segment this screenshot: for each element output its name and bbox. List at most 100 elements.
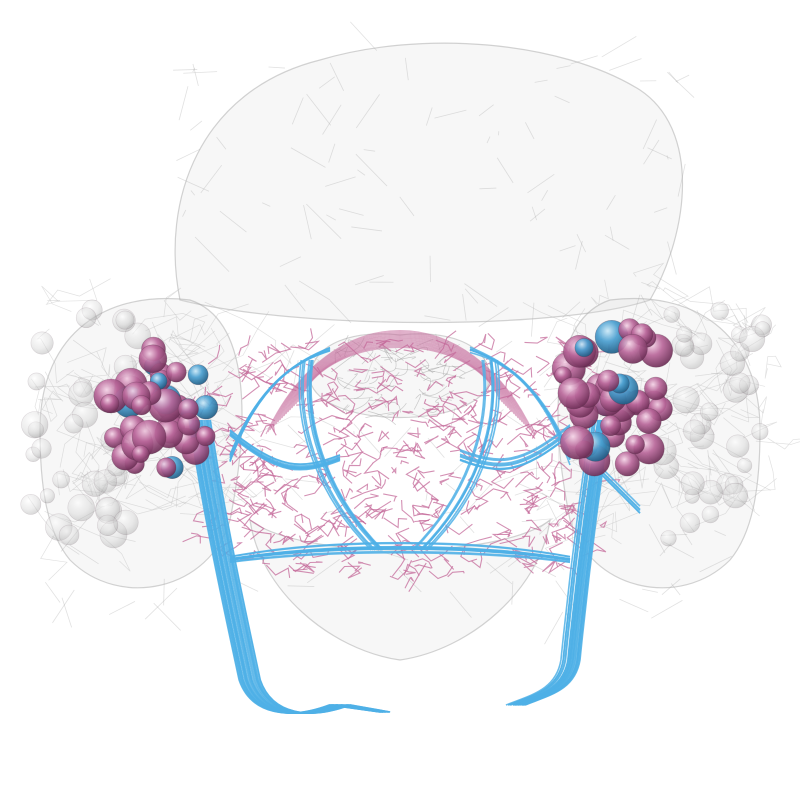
magenta-neurite — [225, 510, 253, 523]
magenta-neurite — [305, 525, 335, 538]
mesh-edge — [322, 104, 342, 135]
mesh-edge — [290, 147, 326, 168]
magenta-neurite — [396, 440, 413, 452]
magenta-neurite — [256, 465, 283, 478]
magenta-neurite — [357, 561, 371, 566]
background-neuron-branch — [670, 372, 723, 417]
background-soma — [660, 530, 677, 547]
mesh-edge — [363, 149, 376, 152]
mesh-edge — [44, 581, 61, 603]
mesh-edge — [351, 226, 383, 232]
background-soma — [30, 331, 54, 355]
magenta-neurite — [430, 408, 443, 418]
background-neuron-branch — [158, 447, 219, 475]
magenta-neurite — [380, 365, 402, 385]
background-neuron-branch — [632, 262, 689, 302]
magenta-neurite — [305, 524, 326, 538]
mesh-edge — [318, 76, 335, 89]
mesh-edge — [653, 207, 668, 213]
magenta-neurite — [192, 507, 210, 524]
magenta-soma — [600, 415, 622, 437]
magenta-neurite — [428, 565, 454, 580]
magenta-neurite — [353, 493, 379, 510]
mesh-edge — [192, 67, 196, 73]
mesh-edge — [177, 176, 210, 192]
magenta-neurite — [408, 562, 427, 592]
mesh-edge — [268, 66, 285, 69]
magenta-neurite — [391, 548, 405, 577]
magenta-neurite — [323, 367, 338, 381]
background-neuron-branch — [119, 457, 255, 511]
magenta-neurite — [245, 419, 268, 428]
magenta-neurite — [542, 534, 550, 545]
mesh-edge — [651, 600, 683, 619]
magenta-neurite — [371, 471, 382, 487]
cyan-neurite — [229, 434, 341, 471]
central-neuropil-fiber — [375, 347, 398, 355]
mesh-edge — [108, 601, 136, 615]
central-neuropil-fiber — [421, 364, 430, 380]
mesh-edge — [479, 187, 497, 190]
mesh-edge — [216, 136, 227, 150]
magenta-neurite — [387, 395, 398, 412]
cyan-neurite — [459, 433, 571, 470]
magenta-neurite — [365, 508, 385, 520]
mesh-edge — [306, 93, 332, 126]
cyan-neurite — [599, 465, 641, 507]
mesh-edge — [666, 155, 669, 160]
magenta-neurite — [520, 471, 540, 480]
mesh-edge — [667, 241, 677, 275]
magenta-neurite — [237, 484, 259, 516]
magenta-neurite — [447, 374, 457, 387]
cyan-neurite — [459, 428, 571, 465]
magenta-neurite — [485, 351, 506, 363]
mesh-edge — [355, 94, 380, 129]
magenta-neurite — [391, 409, 400, 422]
magenta-neurite — [278, 530, 286, 545]
magenta-neurite — [385, 374, 403, 383]
central-neuropil-fiber — [431, 366, 450, 381]
mesh-edge — [323, 510, 334, 514]
central-neuropil-fiber — [343, 373, 358, 389]
mesh-edge — [462, 294, 467, 321]
magenta-neurite — [328, 381, 339, 394]
magenta-soma — [131, 445, 150, 463]
magenta-neurite — [258, 350, 268, 360]
cyan-neurite — [209, 419, 391, 714]
mesh-edge — [190, 120, 203, 131]
cyan-neurite — [512, 419, 599, 706]
background-neuron-branch — [45, 278, 111, 306]
background-neuron-branch — [80, 421, 105, 477]
magenta-neurite — [426, 403, 445, 428]
cyan-neurite — [229, 546, 571, 561]
magenta-arc-fiber — [293, 344, 507, 407]
mesh-edge — [424, 315, 451, 321]
background-neuron-branch — [536, 487, 631, 513]
mesh-edge — [640, 294, 653, 316]
magenta-neurite — [300, 513, 313, 530]
magenta-neurite — [230, 475, 240, 481]
central-neuropil-fiber — [421, 392, 452, 401]
brain-lobe — [174, 42, 684, 324]
magenta-neurite — [379, 447, 398, 453]
magenta-neurite — [257, 413, 277, 436]
magenta-neurite — [281, 493, 294, 512]
cyan-neurite — [229, 431, 341, 467]
background-soma — [20, 493, 42, 515]
mesh-edge — [284, 284, 306, 312]
mesh-edge — [687, 462, 699, 469]
magenta-neurite — [383, 517, 408, 529]
magenta-neurite — [446, 390, 464, 400]
magenta-neurite — [551, 517, 576, 544]
mesh-edge — [178, 86, 189, 121]
cyan-neurite — [510, 419, 597, 706]
background-neuron-branch — [139, 468, 204, 499]
mesh-edge — [511, 581, 514, 605]
magenta-neurite — [337, 394, 356, 415]
magenta-neurite — [522, 481, 544, 495]
magenta-neurite — [267, 343, 281, 354]
magenta-neurite — [293, 444, 309, 455]
magenta-neurite — [263, 504, 282, 516]
magenta-soma — [138, 344, 168, 374]
magenta-neurite — [475, 488, 509, 501]
